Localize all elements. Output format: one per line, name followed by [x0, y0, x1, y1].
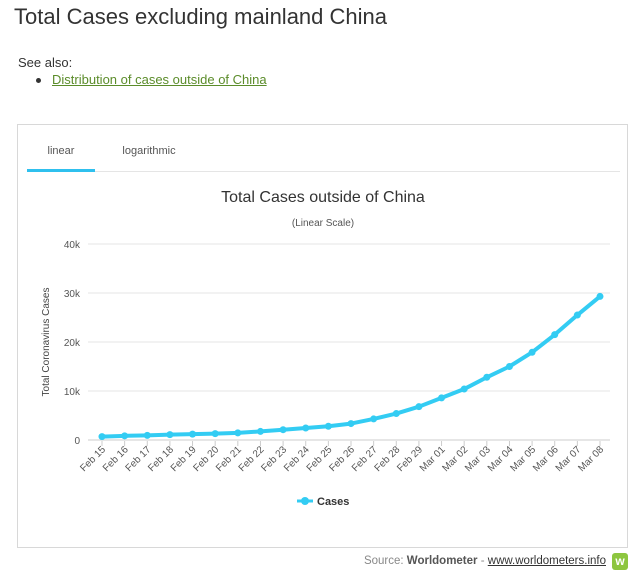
page-title: Total Cases excluding mainland China — [14, 4, 387, 29]
series-cases — [98, 292, 604, 441]
data-point[interactable] — [166, 431, 174, 439]
data-point[interactable] — [528, 348, 536, 356]
chart-subtitle: (Linear Scale) — [292, 218, 354, 229]
line-chart: Total Cases outside of China (Linear Sca… — [41, 189, 610, 508]
data-point[interactable] — [415, 403, 423, 411]
source-name: Worldometer — [406, 555, 478, 567]
data-point[interactable] — [438, 394, 446, 402]
data-point[interactable] — [121, 432, 129, 440]
source-separator: - — [480, 555, 485, 567]
data-point[interactable] — [573, 311, 581, 319]
y-tick-label: 30k — [64, 289, 81, 300]
data-point[interactable] — [460, 385, 468, 393]
data-point[interactable] — [189, 430, 197, 438]
y-tick-label: 10k — [64, 387, 81, 398]
see-also-item: Distribution of cases outside of China — [36, 72, 267, 87]
tab-linear[interactable]: linear — [27, 137, 95, 172]
data-point[interactable] — [256, 427, 264, 435]
legend-marker — [301, 497, 309, 505]
data-point[interactable] — [234, 429, 242, 437]
scale-tabs: linear logarithmic — [27, 137, 620, 172]
x-tick-label: Mar 08 — [576, 444, 606, 474]
data-point[interactable] — [347, 420, 355, 428]
see-also-list: Distribution of cases outside of China — [36, 72, 267, 87]
gridlines — [88, 243, 610, 441]
data-point[interactable] — [98, 433, 106, 441]
source-link[interactable]: www.worldometers.info — [487, 555, 606, 567]
data-point[interactable] — [324, 422, 332, 430]
source-prefix: Source: — [363, 555, 404, 567]
y-tick-label: 0 — [74, 436, 80, 447]
data-point[interactable] — [143, 431, 151, 439]
data-point[interactable] — [596, 292, 604, 300]
chart-title: Total Cases outside of China — [221, 189, 425, 206]
distribution-link[interactable]: Distribution of cases outside of China — [52, 72, 267, 87]
source-credit: Source: Worldometer - www.worldometers.i… — [364, 555, 606, 567]
legend-label: Cases — [317, 496, 349, 508]
worldometer-logo-icon: w — [612, 553, 628, 570]
legend[interactable]: Cases — [297, 496, 349, 508]
data-point[interactable] — [370, 415, 378, 423]
tab-logarithmic[interactable]: logarithmic — [122, 145, 176, 157]
see-also-label: See also: — [18, 55, 73, 70]
bullet-icon — [36, 78, 41, 83]
data-point[interactable] — [279, 426, 287, 434]
y-axis-label: Total Coronavirus Cases — [41, 288, 52, 397]
y-axis-ticks: 0 10k 20k 30k 40k — [64, 240, 81, 447]
y-tick-label: 40k — [64, 240, 81, 251]
data-point[interactable] — [211, 430, 219, 438]
chart-container: linear logarithmic Total Cases outside o… — [17, 124, 628, 548]
data-point[interactable] — [505, 363, 513, 370]
data-point[interactable] — [392, 410, 400, 418]
y-tick-label: 20k — [64, 338, 81, 349]
data-point[interactable] — [302, 424, 310, 432]
data-point[interactable] — [483, 373, 491, 381]
data-point[interactable] — [551, 331, 559, 339]
series-line — [100, 294, 602, 439]
